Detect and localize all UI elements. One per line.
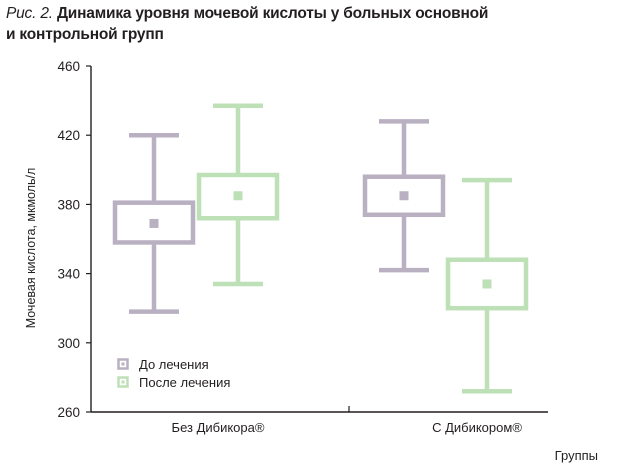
x-category-label: Без Дибикора®: [172, 420, 265, 435]
legend-item-before: До лечения: [117, 357, 209, 372]
legend: До лечения После лечения: [117, 357, 230, 390]
y-tick-label: 260: [57, 405, 80, 420]
median-marker: [482, 279, 492, 289]
caption-line-2: и контрольной групп: [6, 26, 164, 43]
legend-item-after: После лечения: [117, 375, 230, 390]
legend-swatch-dot: [121, 380, 125, 384]
y-tick-label: 420: [57, 128, 80, 143]
caption-line-1: Динамика уровня мочевой кислоты у больны…: [56, 5, 489, 22]
legend-label: После лечения: [139, 375, 230, 390]
y-tick-label: 300: [57, 336, 80, 351]
median-marker: [399, 191, 409, 201]
boxes: [112, 103, 529, 394]
x-axis-label: Группы: [555, 448, 598, 463]
median-marker: [149, 218, 159, 228]
y-tick-label: 460: [57, 59, 80, 74]
box-before-group-2: [362, 119, 446, 273]
x-category-label: С Дибикором®: [432, 420, 522, 435]
box-after-group-2: [445, 177, 529, 394]
legend-swatch-dot: [121, 362, 125, 366]
axes: 260 300 340 380 420 460 Без Дибикора® С Дибикор…: [57, 59, 598, 463]
legend-label: До лечения: [139, 357, 209, 372]
median-marker: [233, 191, 243, 201]
figure-caption: Рис. 2. Динамика уровня мочевой кислоты …: [6, 3, 606, 45]
y-tick-label: 380: [57, 197, 80, 212]
box-before-group-1: [112, 132, 196, 314]
y-tick-label: 340: [57, 267, 80, 282]
box-after-group-1: [196, 103, 280, 287]
figure-number: Рис. 2.: [6, 5, 53, 22]
